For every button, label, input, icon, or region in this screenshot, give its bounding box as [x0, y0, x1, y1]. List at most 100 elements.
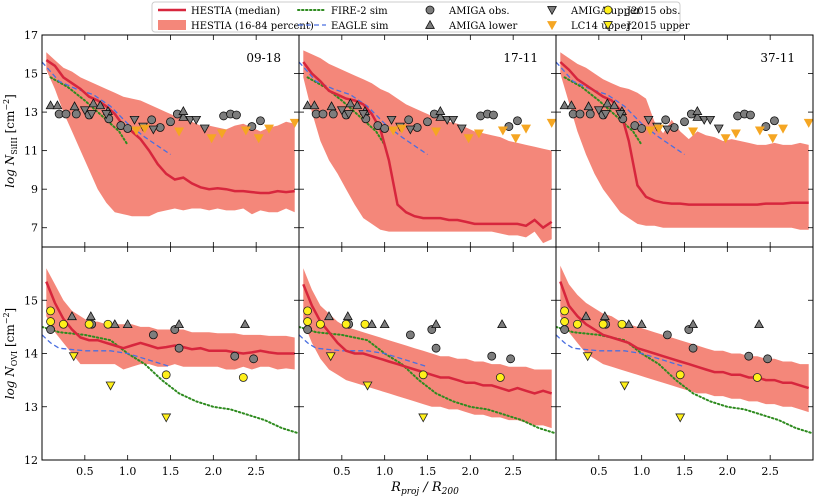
legend-label: AMIGA lower	[448, 21, 517, 32]
amiga-upper-point	[405, 125, 416, 135]
legend-swatch	[547, 6, 557, 16]
x-label-sub2: 200	[441, 487, 459, 497]
legend-label: J2015 obs.	[626, 6, 680, 17]
eagle-line	[42, 61, 171, 156]
legend-item-fire: FIRE-2 sim	[297, 6, 388, 17]
amiga-lower-point	[342, 311, 353, 321]
legend: HESTIA (median) HESTIA (16-84 percent) FIR…	[151, 1, 690, 33]
amiga-upper-point	[699, 115, 710, 125]
amiga-lower-point	[122, 319, 133, 329]
x-tick-label: 1.0	[119, 465, 137, 478]
j2015-obs-point	[560, 306, 569, 316]
amiga-obs-point	[318, 109, 328, 119]
y-tick-label: 15	[24, 294, 38, 307]
amiga-lower-point	[636, 319, 647, 329]
amiga-obs-point	[123, 124, 133, 133]
amiga-lower-point	[431, 319, 442, 329]
x-tick-label: 0.5	[333, 465, 351, 478]
y-tick-label: 9	[31, 183, 38, 196]
amiga-upper-point	[448, 115, 459, 125]
plot-area	[42, 52, 299, 217]
amiga-obs-point	[770, 116, 779, 126]
eagle-line	[299, 334, 428, 368]
amiga-obs-point	[661, 115, 671, 125]
j2015-obs-point	[573, 319, 582, 329]
x-tick-label: 1.5	[419, 465, 437, 478]
amiga-lower-point	[345, 98, 356, 108]
legend-swatch	[158, 20, 186, 30]
lc14-upper-point	[206, 134, 217, 144]
legend-item-lc14_upper: LC14 upper	[547, 21, 631, 32]
j2015-obs-point	[560, 317, 569, 326]
j2015-upper-point	[418, 413, 429, 423]
lc14-upper-point	[431, 127, 442, 137]
j2015-obs-point	[238, 373, 248, 382]
amiga-lower-point	[178, 106, 189, 115]
y-axis-label-SiIII: log NSiIII [cm−2]	[2, 94, 19, 188]
fire2-line	[299, 325, 556, 435]
x-tick-label: 2.0	[462, 465, 480, 478]
j2015-obs-point	[341, 319, 351, 329]
legend-label: HESTIA (16-84 percent)	[191, 21, 314, 32]
lc14-upper-point	[240, 126, 251, 136]
y-tick-label: 17	[24, 29, 38, 42]
legend-box	[151, 1, 681, 33]
legend-item-median: HESTIA (median)	[158, 6, 280, 17]
j2015-upper-point	[675, 413, 686, 423]
y-tick-label: 12	[24, 454, 38, 467]
amiga-lower-point	[609, 100, 620, 110]
amiga-obs-point	[662, 330, 672, 340]
amiga-upper-point	[643, 115, 654, 125]
amiga-lower-point	[692, 106, 703, 115]
amiga-lower-point	[324, 311, 334, 321]
lc14-upper-point	[754, 126, 765, 136]
lc14-upper-point	[653, 124, 664, 134]
x-tick-label: 2.0	[205, 465, 223, 478]
hestia-median-line	[302, 283, 553, 395]
legend-swatch	[425, 5, 435, 15]
hestia-median-line	[559, 61, 809, 206]
j2015-obs-point	[161, 370, 171, 380]
fire2-line	[42, 325, 299, 435]
lc14-upper-point	[803, 118, 813, 128]
amiga-lower-point	[435, 111, 446, 121]
amiga-lower-point	[559, 100, 570, 110]
lc14-upper-point	[131, 126, 142, 136]
amiga-obs-point	[412, 123, 422, 132]
fire2-line	[49, 76, 129, 146]
amiga-obs-point	[489, 110, 498, 120]
lc14-upper-point	[521, 124, 531, 134]
amiga-lower-point	[67, 311, 77, 321]
halo-label: 09-18	[246, 51, 281, 65]
lc14-upper-point	[289, 118, 299, 128]
y-label-close: ]	[3, 308, 17, 313]
legend-swatch	[547, 21, 557, 31]
legend-item-j2015_upper: J2015 upper	[603, 21, 690, 32]
j2015-obs-point	[495, 373, 505, 382]
amiga-obs-point	[637, 124, 647, 133]
amiga-upper-point	[101, 110, 112, 120]
j2015-upper-point	[325, 352, 336, 362]
amiga-lower-point	[583, 101, 594, 111]
legend-label: J2015 upper	[626, 21, 690, 32]
legend-item-amiga_lower: AMIGA lower	[425, 19, 517, 32]
x-tick-label: 2.5	[247, 465, 265, 478]
lc14-upper-point	[139, 124, 150, 134]
y-label-exp: −2	[2, 312, 11, 324]
amiga-lower-point	[599, 311, 610, 321]
eagle-line	[556, 334, 685, 368]
lc14-upper-point	[463, 134, 474, 144]
amiga-obs-point	[247, 122, 257, 131]
eagle-line	[42, 334, 171, 368]
amiga-upper-point	[615, 110, 626, 120]
amiga-lower-point	[109, 319, 120, 329]
amiga-obs-point	[61, 109, 71, 119]
x-tick-label: 2.0	[719, 465, 737, 478]
amiga-lower-point	[174, 319, 185, 329]
j2015-upper-point	[582, 352, 593, 362]
y-tick-label: 13	[24, 106, 38, 119]
amiga-obs-point	[575, 109, 585, 119]
y-label-sub: OVI	[10, 351, 19, 366]
lc14-upper-point	[473, 129, 484, 139]
